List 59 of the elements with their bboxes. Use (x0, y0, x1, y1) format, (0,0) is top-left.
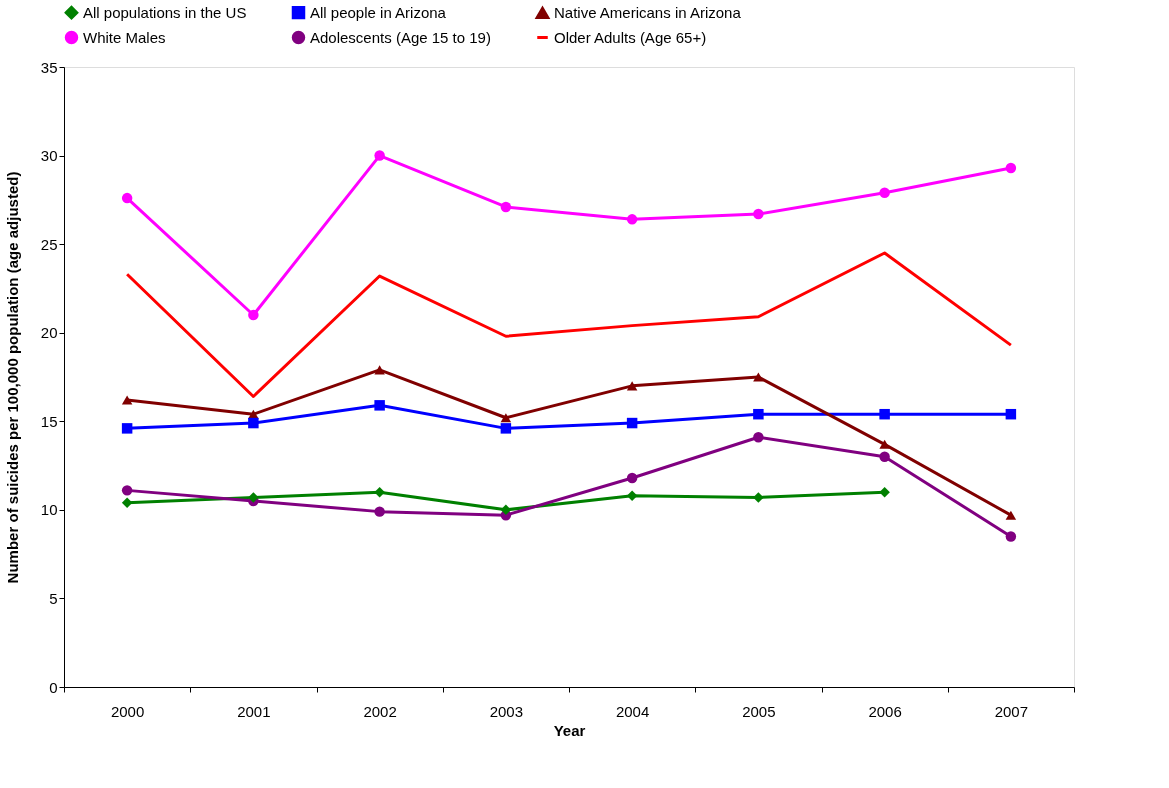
point (753, 208, 764, 220)
point (374, 150, 385, 161)
point (248, 309, 259, 321)
point (879, 408, 890, 420)
point (1005, 531, 1017, 542)
point (374, 365, 385, 375)
point (879, 439, 890, 449)
point (626, 381, 638, 391)
point (753, 431, 764, 443)
y-tick-label: 20 (40, 324, 58, 342)
x-tick-label: 2000 (110, 702, 145, 720)
legend-label: Adolescents (Age 15 to 19) (310, 28, 491, 46)
x-tick-label: 2006 (868, 702, 902, 720)
point (1005, 510, 1017, 520)
y-tick-label: 30 (40, 147, 58, 165)
y-tick-label: 10 (40, 501, 58, 519)
point (879, 451, 890, 462)
legend-label: White Males (83, 28, 166, 46)
point (500, 201, 512, 213)
point (1005, 408, 1017, 420)
point (121, 423, 133, 434)
y-tick-label: 15 (40, 412, 58, 430)
y-tick-label: 0 (49, 678, 58, 696)
point (879, 187, 890, 199)
y-axis-title: Number of suicides per 100,000 population (age adjusted) (3, 171, 21, 584)
point (626, 472, 638, 484)
point (626, 417, 638, 429)
y-tick-label: 5 (49, 589, 58, 607)
point (500, 423, 512, 434)
point (248, 417, 259, 429)
point (374, 486, 385, 498)
point (626, 490, 638, 501)
x-tick-label: 2004 (615, 702, 650, 720)
x-tick-label: 2003 (489, 702, 524, 720)
legend-label: Native Americans in Arizona (554, 3, 742, 21)
x-tick-label: 2007 (994, 702, 1029, 720)
y-tick-label: 25 (40, 235, 58, 253)
point (753, 492, 764, 503)
y-tick-label: 35 (40, 58, 58, 76)
point (121, 485, 133, 496)
point (626, 214, 638, 225)
legend-label: Older Adults (Age 65+) (554, 28, 707, 46)
point (374, 400, 385, 411)
point (1005, 162, 1017, 174)
point (879, 486, 890, 498)
x-tick-label: 2001 (237, 702, 271, 720)
x-tick-label: 2005 (742, 702, 776, 720)
x-tick-label: 2002 (363, 702, 397, 720)
point (374, 506, 385, 517)
point (753, 408, 764, 420)
point (500, 413, 512, 423)
point (121, 192, 133, 204)
legend-label: All people in Arizona (310, 3, 447, 21)
point (248, 492, 259, 503)
line-series (125, 251, 1013, 398)
point (121, 395, 133, 405)
legend-label: All populations in the US (83, 3, 247, 21)
x-axis-title: Year (553, 721, 586, 739)
point (753, 372, 764, 382)
